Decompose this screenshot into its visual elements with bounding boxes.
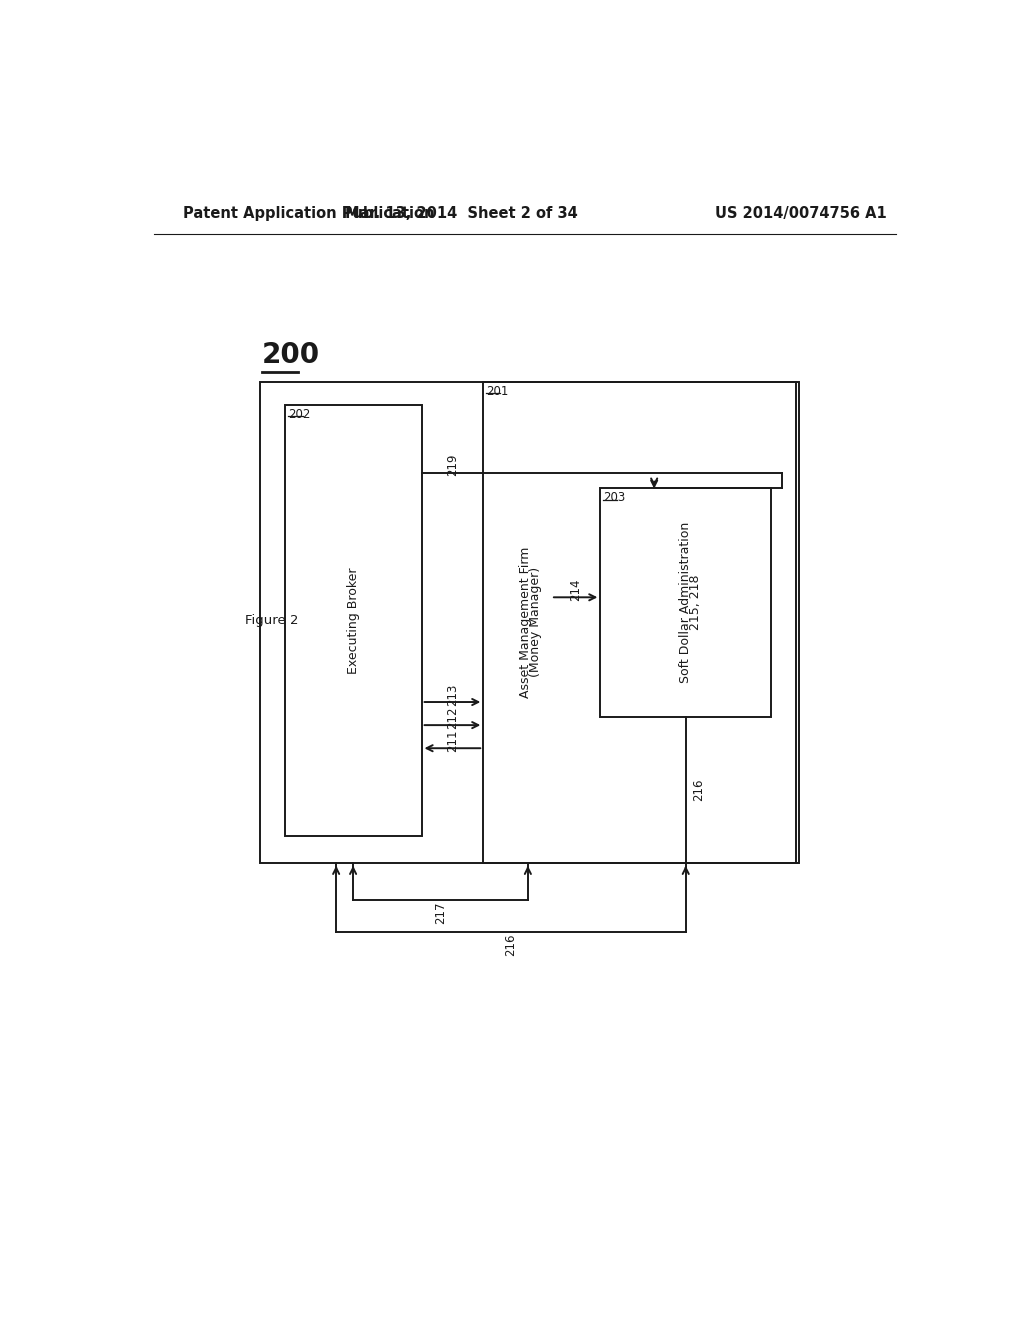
Text: 201: 201 <box>486 385 509 397</box>
Bar <box>260 381 799 863</box>
Text: Asset Management Firm: Asset Management Firm <box>519 546 532 698</box>
Text: Soft Dollar Administration: Soft Dollar Administration <box>679 523 692 684</box>
Text: 219: 219 <box>445 454 459 477</box>
Text: 217: 217 <box>434 902 447 924</box>
Text: Patent Application Publication: Patent Application Publication <box>183 206 434 222</box>
Text: 212: 212 <box>445 706 459 729</box>
Text: (Money Manager): (Money Manager) <box>529 568 542 677</box>
Text: Executing Broker: Executing Broker <box>346 568 359 673</box>
Text: Mar. 13, 2014  Sheet 2 of 34: Mar. 13, 2014 Sheet 2 of 34 <box>345 206 578 222</box>
Text: 202: 202 <box>288 408 310 421</box>
Text: 216: 216 <box>505 933 517 956</box>
Bar <box>483 381 796 863</box>
Text: 211: 211 <box>445 729 459 752</box>
Bar <box>285 405 422 836</box>
Text: US 2014/0074756 A1: US 2014/0074756 A1 <box>715 206 887 222</box>
Text: 203: 203 <box>603 491 626 504</box>
Text: 216: 216 <box>692 779 705 801</box>
Text: 215, 218: 215, 218 <box>689 576 702 631</box>
Text: 214: 214 <box>569 578 582 601</box>
Text: 200: 200 <box>262 342 321 370</box>
Bar <box>600 488 771 718</box>
Text: Figure 2: Figure 2 <box>245 614 298 627</box>
Text: 213: 213 <box>445 684 459 705</box>
